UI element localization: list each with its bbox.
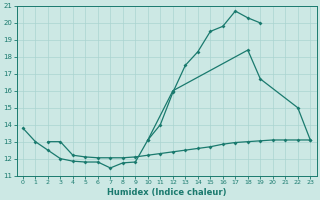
X-axis label: Humidex (Indice chaleur): Humidex (Indice chaleur) xyxy=(107,188,226,197)
